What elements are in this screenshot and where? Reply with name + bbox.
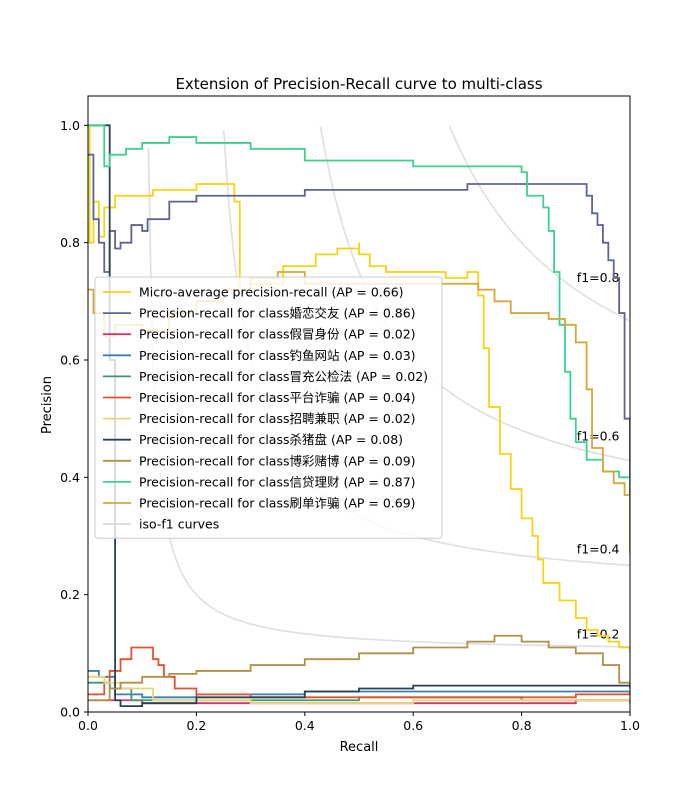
x-tick-label: 0.6	[403, 718, 423, 733]
legend-label: Precision-recall for class信贷理财 (AP = 0.8…	[139, 474, 416, 489]
series-line-1	[88, 153, 630, 548]
axes-frame	[87, 95, 631, 713]
y-tick-label: 0.4	[60, 470, 80, 485]
legend-label: Precision-recall for class博彩赌博 (AP = 0.0…	[139, 453, 416, 468]
series-line-6	[88, 675, 630, 705]
legend-label: Micro-average precision-recall (AP = 0.6…	[139, 285, 404, 300]
legend-label: Precision-recall for class钓鱼网站 (AP = 0.0…	[139, 348, 416, 363]
series-line-8	[88, 634, 630, 702]
x-tick-label: 0.0	[78, 718, 98, 733]
legend-label: Precision-recall for class刷单诈骗 (AP = 0.6…	[139, 496, 416, 511]
iso-f1-curve	[448, 125, 630, 322]
legend-label: Precision-recall for class杀猪盘 (AP = 0.08…	[139, 432, 403, 447]
series-line-9	[88, 124, 630, 490]
iso-f1-label: f1=0.6	[577, 428, 620, 443]
legend-box	[94, 276, 443, 539]
y-tick-label: 0.6	[60, 353, 80, 368]
y-tick-label: 0.2	[60, 587, 80, 602]
series-line-0	[88, 124, 630, 654]
iso-f1-label: f1=0.4	[577, 541, 620, 556]
x-axis-label: Recall	[340, 740, 379, 755]
x-tick-label: 0.2	[186, 718, 206, 733]
plot-area: f1=0.2f1=0.4f1=0.6f1=0.80.0 0.2 0.4 0.6 0.8 1…	[60, 95, 640, 733]
y-tick-label: 1.0	[60, 118, 80, 133]
legend-label: Precision-recall for class假冒身份 (AP = 0.0…	[139, 327, 416, 342]
y-axis-label: Precision	[40, 376, 55, 434]
iso-f1-label: f1=0.8	[577, 270, 620, 285]
x-tick-label: 1.0	[620, 718, 640, 733]
legend-label: iso-f1 curves	[139, 517, 219, 532]
y-tick-label: 0.0	[60, 705, 80, 720]
iso-f1-curve	[147, 148, 630, 648]
legend-label: Precision-recall for class冒充公检法 (AP = 0.…	[139, 369, 428, 384]
x-tick-label: 0.4	[295, 718, 315, 733]
legend-label: Precision-recall for class平台诈骗 (AP = 0.0…	[139, 390, 416, 405]
legend-label: Precision-recall for class招聘兼职 (AP = 0.0…	[139, 411, 416, 426]
chart-title: Extension of Precision-Recall curve to m…	[175, 75, 542, 93]
x-tick-label: 0.8	[512, 718, 532, 733]
legend-label: Precision-recall for class婚恋交友 (AP = 0.8…	[139, 306, 416, 321]
y-tick-label: 0.8	[60, 235, 80, 250]
